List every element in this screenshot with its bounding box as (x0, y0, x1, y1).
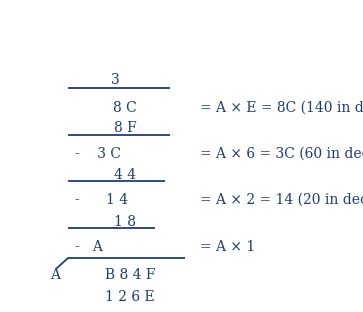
Text: -   A: - A (75, 240, 103, 254)
Text: = A × 6 = 3C (60 in decimal): = A × 6 = 3C (60 in decimal) (200, 147, 363, 161)
Text: = A × 2 = 14 (20 in decimal): = A × 2 = 14 (20 in decimal) (200, 193, 363, 207)
Text: -    3 C: - 3 C (75, 147, 121, 161)
Text: 1 2 6 E: 1 2 6 E (105, 290, 155, 304)
Text: 1 8: 1 8 (114, 215, 136, 229)
Text: = A × E = 8C (140 in decimal): = A × E = 8C (140 in decimal) (200, 101, 363, 115)
Text: 8 F: 8 F (114, 121, 136, 135)
Text: 4 4: 4 4 (114, 168, 136, 182)
Text: 3: 3 (111, 73, 119, 87)
Text: -      1 4: - 1 4 (75, 193, 128, 207)
Text: 8 C: 8 C (113, 101, 137, 115)
Text: A: A (50, 268, 60, 282)
Text: = A × 1: = A × 1 (200, 240, 255, 254)
Text: B 8 4 F: B 8 4 F (105, 268, 155, 282)
